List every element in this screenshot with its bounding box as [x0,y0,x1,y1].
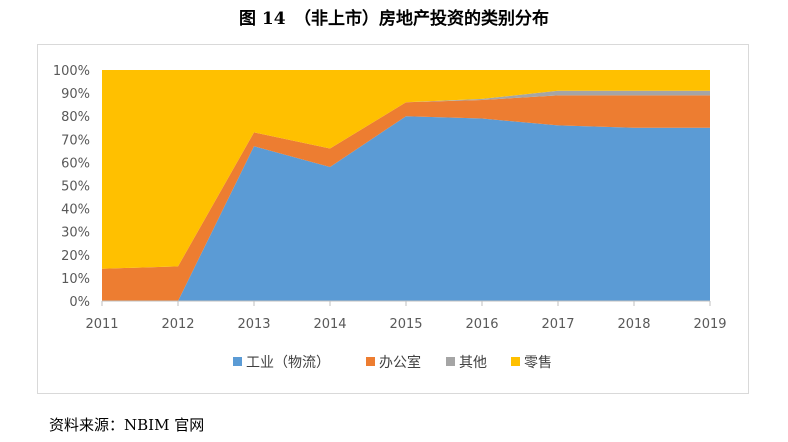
area-series-1 [102,95,710,302]
legend-label-2: 其他 [459,355,487,371]
source-note: 资料来源：NBIM 官网 [49,416,205,434]
legend-swatch-1 [366,357,375,366]
legend-swatch-3 [511,357,520,366]
y-tick-label: 20% [61,249,90,264]
x-tick-label: 2015 [389,317,422,332]
x-tick-label: 2018 [617,317,650,332]
legend-label-1: 办公室 [379,354,421,371]
y-tick-label: 0% [69,295,90,310]
legend-label-3: 零售 [524,355,552,371]
y-tick-label: 90% [61,87,90,102]
y-tick-label: 30% [61,226,90,241]
legend-swatch-2 [446,357,455,366]
x-tick-label: 2016 [465,317,498,332]
x-tick-label: 2014 [313,317,346,332]
figure-title: 图 14 （非上市）房地产投资的类别分布 [238,9,550,29]
x-tick-label: 2019 [693,317,726,332]
x-tick-label: 2012 [161,317,194,332]
x-tick-label: 2011 [85,317,118,332]
legend-swatch-0 [233,357,242,366]
area-series-0 [102,116,710,301]
legend-label-0: 工业（物流） [246,355,330,371]
x-tick-label: 2017 [541,317,574,332]
x-tick-label: 2013 [237,317,270,332]
y-tick-label: 40% [61,203,90,218]
area-series-3 [102,70,710,269]
y-tick-label: 60% [61,156,90,171]
y-tick-label: 100% [53,64,90,79]
y-tick-label: 70% [61,133,90,148]
y-tick-label: 50% [61,180,90,195]
y-tick-label: 80% [61,110,90,125]
y-tick-label: 10% [61,272,90,287]
